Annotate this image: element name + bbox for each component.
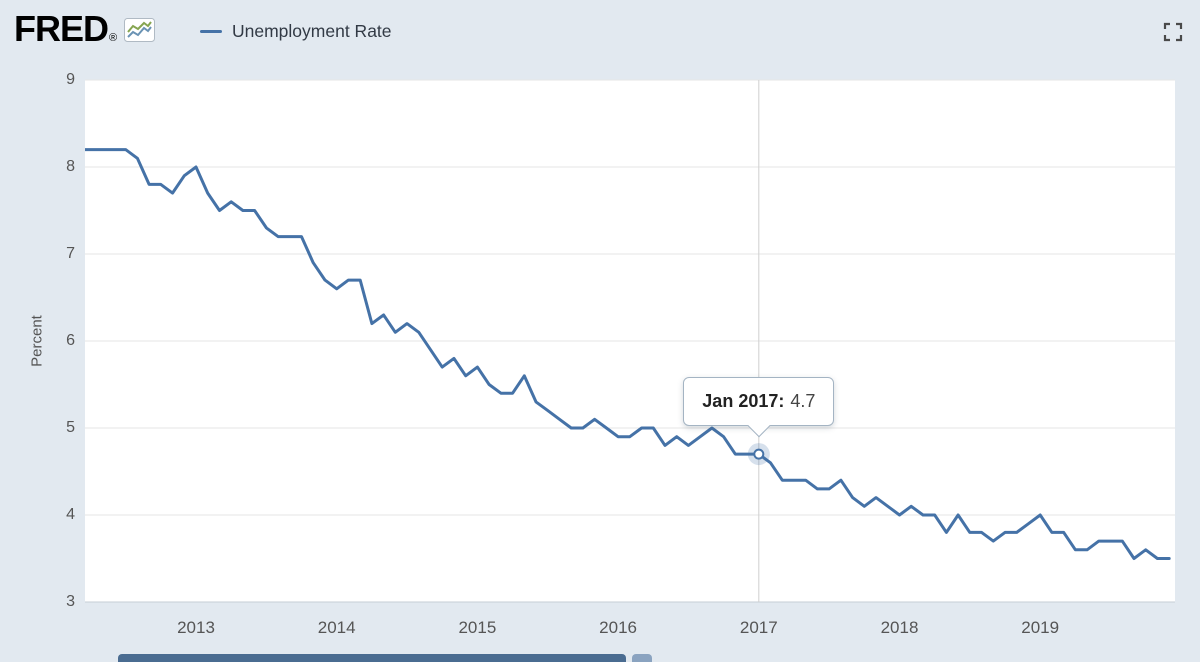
y-tick-label: 8 — [66, 158, 75, 175]
sparkline-icon — [124, 18, 156, 47]
fullscreen-button[interactable] — [1162, 22, 1184, 44]
fred-logo[interactable]: FRED ® — [14, 8, 156, 50]
range-scrollbar[interactable] — [118, 654, 626, 662]
x-tick-label: 2014 — [317, 618, 356, 637]
x-tick-label: 2016 — [599, 618, 637, 637]
legend-label: Unemployment Rate — [232, 21, 392, 41]
y-tick-label: 3 — [66, 593, 75, 610]
y-tick-label: 6 — [66, 332, 75, 349]
registered-mark: ® — [109, 32, 118, 44]
tooltip-value: 4.7 — [790, 391, 816, 412]
tooltip: Jan 2017: 4.7 — [683, 377, 835, 437]
fullscreen-icon — [1163, 22, 1183, 45]
y-tick-label: 7 — [66, 245, 75, 262]
y-tick-label: 5 — [66, 419, 75, 436]
legend-item-unemployment-rate[interactable]: Unemployment Rate — [200, 21, 392, 42]
range-scrollbar-handle[interactable] — [632, 654, 652, 662]
fred-logo-text: FRED — [14, 8, 109, 49]
x-tick-label: 2019 — [1021, 618, 1060, 637]
y-tick-label: 9 — [66, 71, 75, 88]
x-tick-label: 2017 — [739, 618, 778, 637]
legend-line-swatch — [200, 30, 222, 33]
x-tick-label: 2018 — [880, 618, 919, 637]
x-tick-label: 2013 — [177, 618, 215, 637]
tooltip-date: Jan 2017: — [702, 391, 785, 412]
x-tick-label: 2015 — [458, 618, 497, 637]
y-tick-label: 4 — [66, 506, 75, 523]
